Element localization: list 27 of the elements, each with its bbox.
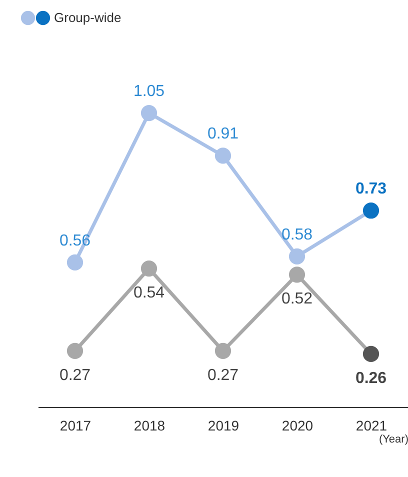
point (288, 266, 306, 283)
point (288, 248, 306, 264)
data-label: 0.58 (281, 226, 313, 244)
point (140, 104, 158, 122)
point (362, 202, 380, 219)
data-label: 0.73 (355, 180, 387, 198)
point (66, 254, 84, 271)
x-tick-label: 2019 (208, 418, 240, 434)
data-label: 0.56 (59, 232, 91, 250)
x-tick-label: 2021 (356, 418, 388, 434)
data-label: 0.91 (207, 126, 239, 143)
data-label: 0.27 (207, 366, 239, 384)
x-axis-title: (Year) (378, 434, 408, 446)
point (214, 342, 232, 359)
point (140, 260, 158, 277)
point (362, 346, 380, 362)
point (214, 148, 232, 164)
data-label: 0.26 (355, 370, 387, 387)
x-tick-label: 2020 (282, 418, 314, 434)
data-label: 0.27 (59, 366, 91, 384)
x-tick-label: 2018 (134, 418, 166, 434)
x-tick-label: 2017 (60, 418, 92, 434)
point (66, 342, 84, 359)
data-label: 0.54 (133, 284, 165, 302)
data-label: 0.52 (281, 290, 313, 308)
data-label: 1.05 (133, 83, 165, 100)
legend-label: Group-wide (54, 10, 122, 25)
